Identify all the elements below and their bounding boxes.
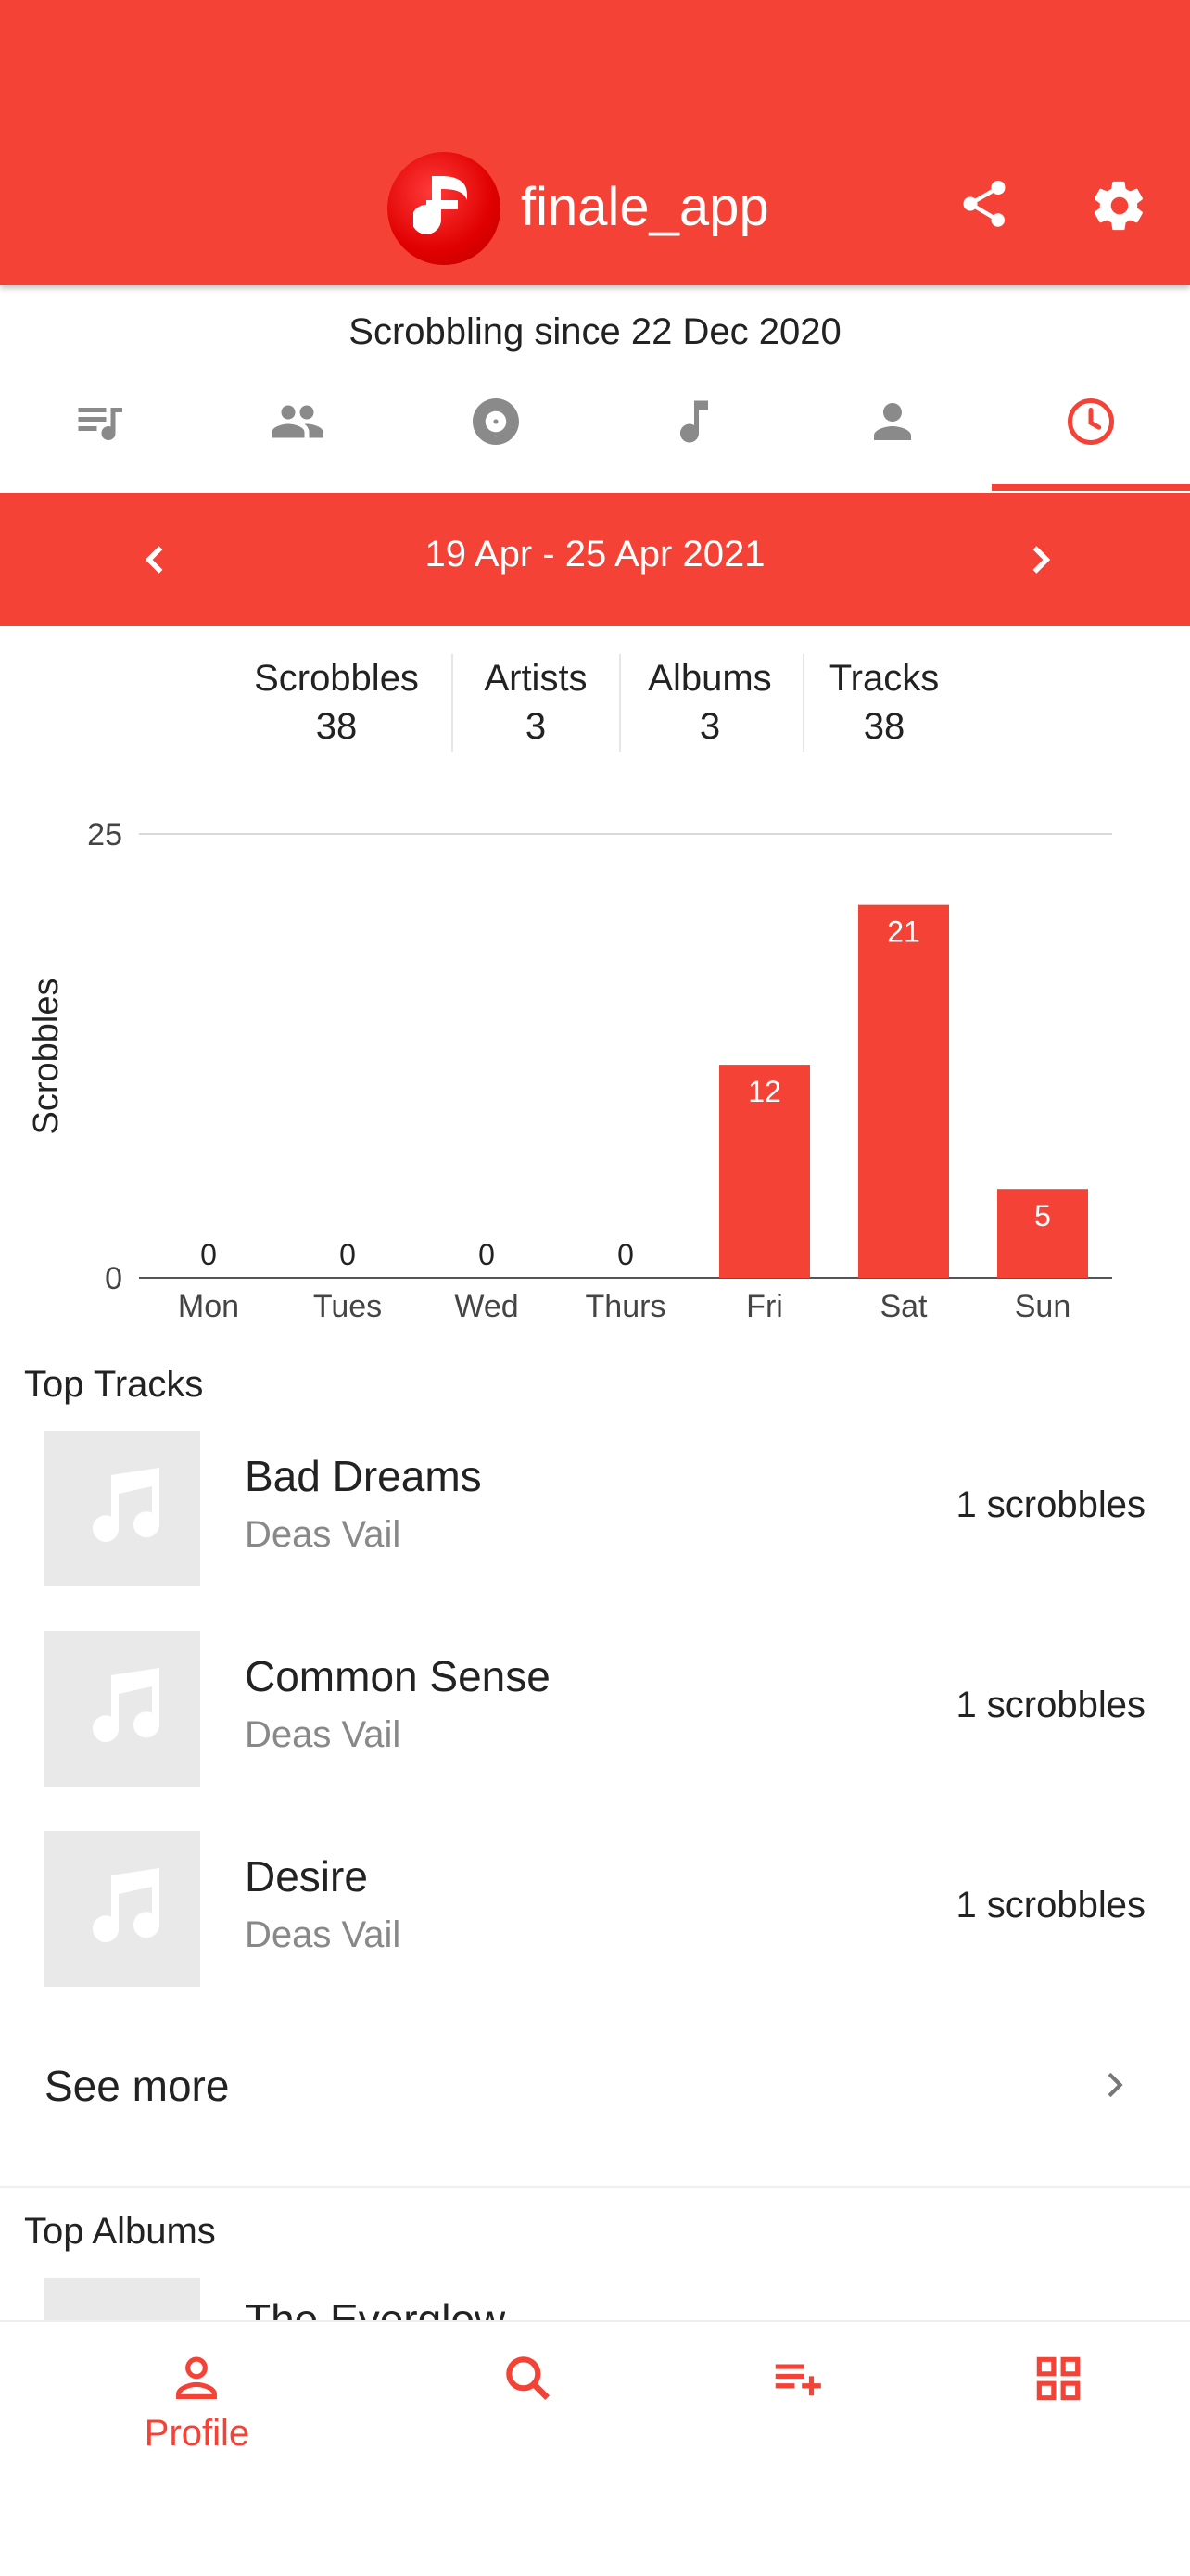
stat-divider (803, 654, 804, 752)
chart-y-tick-label: 25 (87, 817, 122, 852)
date-range-label: 19 Apr - 25 Apr 2021 (424, 534, 766, 575)
person-outline-icon (176, 2356, 217, 2399)
track-scrobble-count: 1 scrobbles (956, 1685, 1146, 1725)
track-scrobble-count: 1 scrobbles (956, 1885, 1146, 1926)
next-week-chevron-icon[interactable] (1019, 539, 1060, 585)
chart-data-label: 0 (200, 1238, 217, 1271)
chart-data-label: 21 (887, 915, 920, 949)
chart-data-label: 0 (478, 1238, 495, 1271)
stat-value: 38 (315, 706, 358, 747)
nav-profile[interactable]: Profile (48, 2322, 346, 2507)
stat-albums: Albums 3 (627, 654, 793, 752)
track-row[interactable]: Common Sense Deas Vail 1 scrobbles (0, 1631, 1190, 1788)
track-artist: Deas Vail (245, 1514, 401, 1555)
see-more-button[interactable]: See more (0, 2020, 1190, 2150)
settings-gear-icon[interactable] (1090, 176, 1149, 240)
app-bar: finale_app (0, 0, 1190, 285)
track-scrobble-count: 1 scrobbles (956, 1484, 1146, 1525)
bottom-navigation: Profile (0, 2320, 1190, 2576)
track-artwork-placeholder (44, 1431, 200, 1586)
track-row[interactable]: Bad Dreams Deas Vail 1 scrobbles (0, 1431, 1190, 1588)
track-name: Desire (245, 1852, 368, 1900)
track-artwork-placeholder (44, 1631, 200, 1787)
tab-recent-tracks[interactable] (0, 371, 198, 491)
previous-week-chevron-icon[interactable] (135, 539, 176, 585)
nav-playlist-add[interactable] (647, 2322, 944, 2507)
chart-data-label: 0 (339, 1238, 356, 1271)
app-title: finale_app (521, 177, 769, 237)
chart-data-label: 12 (748, 1075, 781, 1108)
stat-label: Scrobbles (254, 658, 419, 699)
scrobbles-bar-chart: 0 25 Scrobbles 0 Mon 0 Tues 0 Wed 0 Thurs 12 Fri 21 Sa… (27, 817, 1112, 1324)
share-icon[interactable] (956, 176, 1012, 236)
stat-label: Albums (648, 658, 772, 699)
chart-y-tick-label: 0 (105, 1261, 122, 1296)
playlist-add-icon (775, 2364, 821, 2396)
tab-albums[interactable] (397, 371, 595, 491)
tab-profile[interactable] (793, 371, 992, 491)
album-name: The Everglow (245, 2295, 506, 2320)
chevron-right-icon (1108, 2072, 1123, 2098)
scrobbling-since-text: Scrobbling since 22 Dec 2020 (348, 311, 842, 352)
stat-value: 38 (863, 706, 905, 747)
section-divider (0, 2186, 1190, 2188)
stat-artists: Artists 3 (460, 654, 612, 752)
tab-tracks[interactable] (595, 371, 793, 491)
stat-tracks: Tracks 38 (810, 654, 958, 752)
track-artwork-placeholder (44, 1831, 200, 1987)
tab-artists[interactable] (198, 371, 397, 491)
stat-scrobbles: Scrobbles 38 (232, 654, 441, 752)
chart-bar (719, 1065, 810, 1278)
chart-bar (997, 1189, 1088, 1278)
see-more-label: See more (44, 2062, 230, 2110)
stat-label: Tracks (829, 658, 940, 699)
stat-divider (619, 654, 621, 752)
album-artwork-placeholder (44, 2278, 200, 2324)
chart-y-axis-label: Scrobbles (27, 979, 66, 1135)
music-note-icon (93, 1668, 159, 1742)
stat-value: 3 (699, 706, 721, 747)
app-logo-icon (387, 152, 500, 265)
nav-profile-label: Profile (144, 2413, 250, 2454)
track-name: Bad Dreams (245, 1452, 482, 1500)
chart-x-tick-label: Wed (454, 1289, 518, 1324)
chart-x-tick-label: Thurs (586, 1289, 666, 1324)
track-artist: Deas Vail (245, 1914, 401, 1955)
music-note-icon (93, 1468, 159, 1542)
nav-search[interactable] (380, 2322, 677, 2507)
chart-x-tick-label: Sun (1015, 1289, 1071, 1324)
nav-grid[interactable] (910, 2322, 1190, 2507)
stat-value: 3 (525, 706, 547, 747)
grid-view-icon (1036, 2356, 1081, 2401)
chart-data-label: 5 (1034, 1199, 1051, 1232)
search-icon (506, 2356, 551, 2401)
track-name: Common Sense (245, 1652, 551, 1700)
date-range-bar: 19 Apr - 25 Apr 2021 (0, 493, 1190, 626)
track-row[interactable]: Desire Deas Vail 1 scrobbles (0, 1831, 1190, 1989)
chart-x-tick-label: Sat (880, 1289, 928, 1324)
top-tracks-title: Top Tracks (24, 1364, 204, 1405)
track-artist: Deas Vail (245, 1714, 401, 1755)
chart-x-tick-label: Mon (178, 1289, 239, 1324)
chart-x-tick-label: Fri (746, 1289, 783, 1324)
tab-weekly-chart[interactable] (992, 371, 1190, 491)
stats-row: Scrobbles 38 Artists 3 Albums 3 Tracks 3… (0, 654, 1190, 752)
stat-label: Artists (484, 658, 588, 699)
chart-data-label: 0 (617, 1238, 634, 1271)
chart-x-tick-label: Tues (313, 1289, 382, 1324)
chart-bar (858, 904, 949, 1278)
stat-divider (451, 654, 453, 752)
profile-tabs (0, 371, 1190, 491)
top-albums-title: Top Albums (24, 2211, 216, 2252)
music-note-icon (93, 1868, 159, 1942)
